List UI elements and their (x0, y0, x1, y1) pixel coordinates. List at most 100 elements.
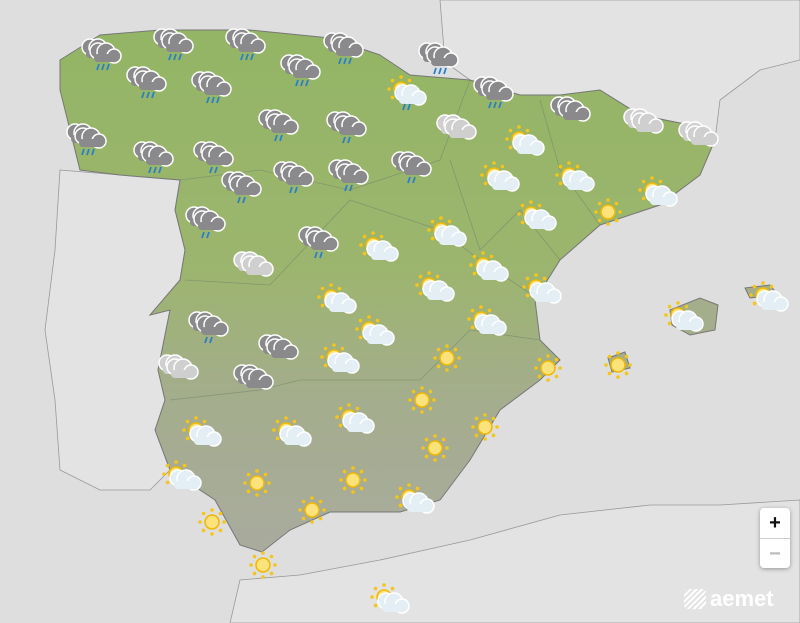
cloud-light-icon (241, 255, 274, 277)
rain-drops-icon (168, 53, 182, 61)
forecast-icon-cloud-dark[interactable] (233, 364, 274, 390)
forecast-icon-cloud-dark[interactable] (258, 334, 299, 360)
forecast-icon-sun-cloud[interactable] (480, 161, 520, 192)
forecast-icon-sun[interactable] (604, 351, 632, 379)
rain-drops-icon (204, 336, 213, 344)
forecast-icon-sun-cloud[interactable] (395, 483, 435, 514)
rain-drops-icon (407, 176, 416, 184)
forecast-icon-rain[interactable] (153, 28, 194, 61)
forecast-icon-sun-cloud[interactable] (317, 283, 357, 314)
forecast-icon-sun-cloud[interactable] (182, 416, 222, 447)
forecast-icon-rain-light[interactable] (326, 111, 367, 144)
forecast-icon-rain-light[interactable] (298, 226, 339, 259)
rain-drops-icon (206, 96, 220, 104)
forecast-icon-sun[interactable] (298, 496, 326, 524)
cloud-dark-icon (141, 145, 174, 167)
forecast-icon-sun-cloud[interactable] (749, 281, 789, 312)
forecast-icon-sun[interactable] (433, 344, 461, 372)
forecast-icon-rain[interactable] (81, 38, 122, 71)
cloud-dark-icon (331, 36, 364, 58)
forecast-icon-sun-cloud[interactable] (335, 403, 375, 434)
forecast-icon-cloud-light[interactable] (623, 108, 664, 134)
forecast-icon-rain[interactable] (191, 71, 232, 104)
forecast-icon-sun-cloud[interactable] (162, 460, 202, 491)
forecast-icon-cloud-light[interactable] (158, 354, 199, 380)
cloud-dark-icon (199, 75, 232, 97)
forecast-icon-rain[interactable] (418, 42, 459, 75)
forecast-icon-sun-cloud[interactable] (505, 125, 545, 156)
forecast-icon-cloud-light[interactable] (233, 251, 274, 277)
cloud-light-icon (394, 84, 427, 106)
rain-drops-icon (314, 251, 323, 259)
forecast-icon-sun-cloud[interactable] (359, 231, 399, 262)
sun-icon (604, 351, 632, 379)
forecast-icon-rain[interactable] (280, 54, 321, 87)
cloud-light-icon (529, 282, 562, 304)
forecast-icon-sun-cloud[interactable] (355, 315, 395, 346)
zoom-control: + − (760, 508, 790, 568)
forecast-icon-rain-light[interactable] (221, 171, 262, 204)
forecast-icon-cloud-dark[interactable] (550, 96, 591, 122)
forecast-icon-rain-light[interactable] (391, 151, 432, 184)
forecast-icon-sun[interactable] (471, 413, 499, 441)
forecast-icon-sun[interactable] (408, 386, 436, 414)
forecast-icon-sun-cloud[interactable] (272, 416, 312, 447)
rain-drops-icon (488, 101, 502, 109)
cloud-light-icon (279, 425, 312, 447)
cloud-light-icon (756, 290, 789, 312)
sun-icon (421, 434, 449, 462)
forecast-icon-sun-cloud[interactable] (638, 176, 678, 207)
forecast-icon-sun-cloud[interactable] (427, 216, 467, 247)
forecast-icon-rain-light[interactable] (193, 141, 234, 174)
cloud-light-icon (434, 225, 467, 247)
zoom-in-button[interactable]: + (760, 508, 790, 539)
forecast-icon-rain-light[interactable] (328, 159, 369, 192)
cloud-light-icon (166, 358, 199, 380)
forecast-icon-rain[interactable] (225, 28, 266, 61)
forecast-icon-rain[interactable] (126, 66, 167, 99)
forecast-icon-sun[interactable] (421, 434, 449, 462)
rain-drops-icon (96, 63, 110, 71)
forecast-icon-sun-cloud[interactable] (517, 200, 557, 231)
forecast-icons (66, 28, 789, 614)
forecast-icon-sun[interactable] (198, 508, 226, 536)
sun-icon (198, 508, 226, 536)
cloud-dark-icon (481, 80, 514, 102)
cloud-light-icon (327, 352, 360, 374)
forecast-icon-rain[interactable] (473, 76, 514, 109)
forecast-icon-sun[interactable] (243, 469, 271, 497)
forecast-icon-rain-light[interactable] (185, 206, 226, 239)
forecast-icon-sun-cloud[interactable] (320, 343, 360, 374)
forecast-icon-sun-cloud[interactable] (415, 271, 455, 302)
cloud-dark-icon (306, 230, 339, 252)
forecast-icon-rain-light[interactable] (273, 161, 314, 194)
forecast-icon-rain-light[interactable] (258, 109, 299, 142)
forecast-icon-sun-cloud[interactable] (522, 273, 562, 304)
zoom-out-button[interactable]: − (769, 543, 781, 565)
aemet-logo-icon (684, 589, 706, 609)
forecast-icon-sun-cloud[interactable] (664, 301, 704, 332)
cloud-dark-icon (288, 58, 321, 80)
forecast-icon-sun[interactable] (249, 551, 277, 579)
forecast-icon-cloud-light[interactable] (436, 114, 477, 140)
forecast-icon-sun-cloud[interactable] (555, 161, 595, 192)
forecast-icon-rain-light[interactable] (188, 311, 229, 344)
sun-icon (298, 496, 326, 524)
forecast-icon-sun-cloud-rain[interactable] (387, 75, 427, 111)
rain-drops-icon (344, 184, 353, 192)
forecast-icon-rain[interactable] (133, 141, 174, 174)
forecast-icon-sun[interactable] (594, 198, 622, 226)
forecast-icon-cloud-light[interactable] (678, 121, 719, 147)
forecast-icon-rain[interactable] (66, 123, 107, 156)
forecast-icon-sun[interactable] (339, 466, 367, 494)
sun-icon (249, 551, 277, 579)
forecast-icon-sun[interactable] (534, 354, 562, 382)
forecast-icon-sun-cloud[interactable] (467, 305, 507, 336)
forecast-icon-rain[interactable] (323, 32, 364, 65)
forecast-icon-sun-cloud[interactable] (370, 583, 410, 614)
rain-drops-icon (274, 134, 283, 142)
forecast-icon-sun-cloud[interactable] (469, 251, 509, 282)
cloud-light-icon (686, 125, 719, 147)
cloud-dark-icon (266, 338, 299, 360)
